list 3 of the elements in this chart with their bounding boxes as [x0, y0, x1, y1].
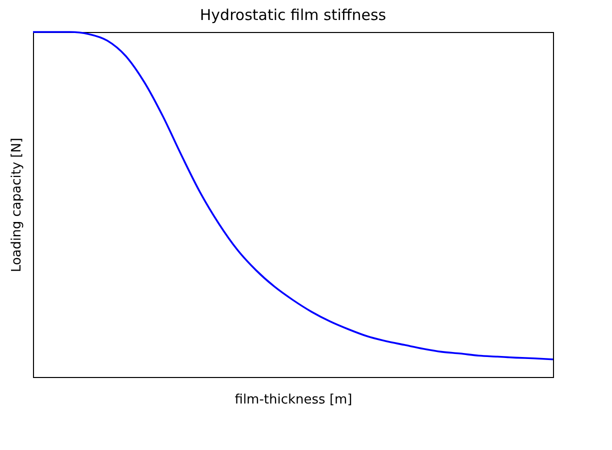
chart-title: Hydrostatic film stiffness	[200, 6, 386, 24]
x-axis-title: film-thickness [m]	[234, 392, 352, 408]
y-axis-title: Loading capacity [N]	[10, 138, 24, 272]
